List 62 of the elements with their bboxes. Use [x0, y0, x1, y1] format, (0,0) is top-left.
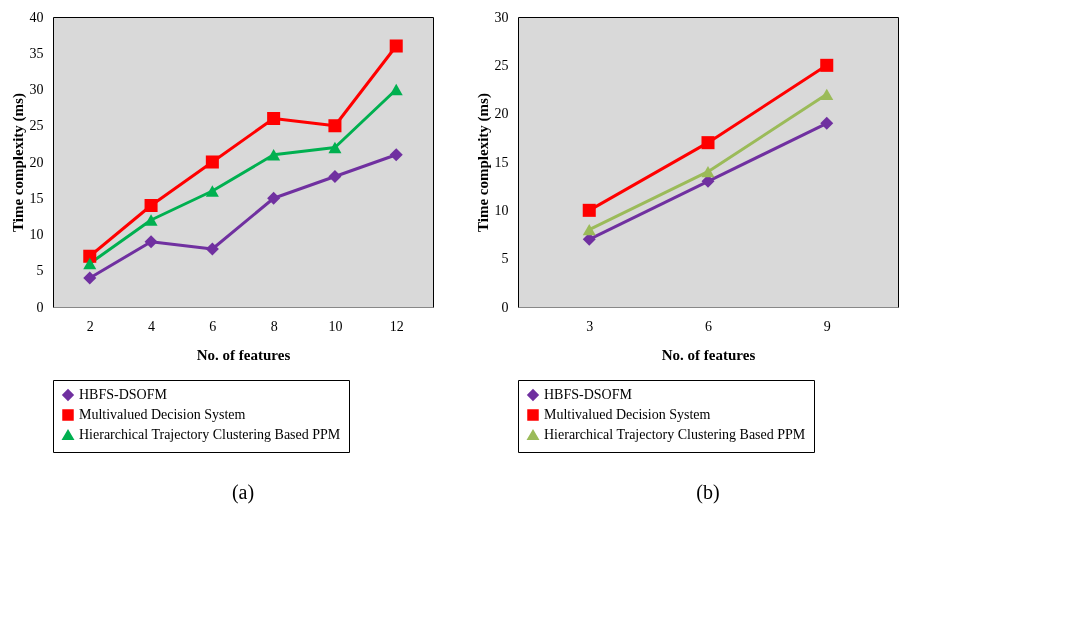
point [328, 169, 342, 184]
y-tick-label: 25 [494, 57, 509, 73]
point [267, 111, 281, 126]
point [83, 257, 97, 270]
point [144, 198, 158, 213]
point [144, 235, 158, 249]
y-tick-label: 15 [494, 154, 509, 170]
y-axis-title: Time complexity (ms) [9, 93, 27, 232]
y-tick-label: 40 [29, 9, 44, 25]
x-tick-label: 10 [328, 318, 343, 334]
legend-label: HBFS-DSOFM [544, 387, 633, 402]
x-tick-label: 8 [270, 318, 278, 334]
text: (a) [231, 480, 255, 504]
x-tick-label: 4 [148, 318, 156, 334]
point [820, 88, 834, 100]
point [205, 242, 219, 256]
point [820, 116, 834, 130]
legend-label: Hierarchical Trajectory Clustering Based PPM [79, 427, 341, 442]
y-tick-label: 0 [501, 299, 509, 315]
x-tick-label: 9 [823, 318, 831, 334]
point [328, 141, 342, 154]
point [701, 136, 715, 150]
point [83, 271, 97, 285]
point [267, 149, 281, 161]
y-tick-label: 35 [29, 45, 44, 61]
point [144, 214, 158, 226]
y-tick-label: 5 [501, 251, 509, 267]
legend-label: HBFS-DSOFM [79, 387, 168, 402]
y-tick-label: 30 [29, 82, 44, 97]
legend-label: Hierarchical Trajectory Clustering Based PPM [544, 427, 806, 442]
point [205, 185, 219, 197]
point [582, 224, 596, 236]
y-tick-label: 25 [29, 118, 44, 134]
x-axis-title: No. of features [661, 346, 756, 363]
y-tick-label: 20 [494, 106, 509, 122]
y-tick-label: 5 [36, 263, 44, 279]
point [83, 249, 97, 263]
point [267, 191, 281, 205]
y-tick-label: 15 [29, 190, 44, 206]
y-tick-label: 10 [29, 227, 44, 242]
point [389, 83, 403, 96]
y-tick-label: 10 [494, 202, 509, 218]
y-axis-title: Time complexity (ms) [474, 93, 492, 232]
y-tick-label: 0 [36, 299, 44, 315]
legend-label: Multivalued Decision System [544, 407, 711, 422]
x-tick-label: 6 [705, 318, 712, 334]
point [389, 148, 403, 162]
x-tick-label: 2 [86, 318, 94, 334]
text: (b) [696, 480, 720, 504]
x-tick-label: 3 [586, 318, 594, 334]
point [205, 155, 219, 169]
x-tick-label: 6 [209, 318, 217, 334]
point [389, 39, 403, 53]
point [582, 203, 596, 217]
point [820, 58, 834, 72]
legend-label: Multivalued Decision System [79, 407, 246, 422]
x-tick-label: 12 [389, 318, 404, 334]
y-tick-label: 30 [494, 9, 509, 25]
x-axis-title: No. of features [196, 346, 291, 363]
y-tick-label: 20 [29, 154, 44, 170]
point [701, 166, 715, 178]
point [328, 119, 342, 133]
